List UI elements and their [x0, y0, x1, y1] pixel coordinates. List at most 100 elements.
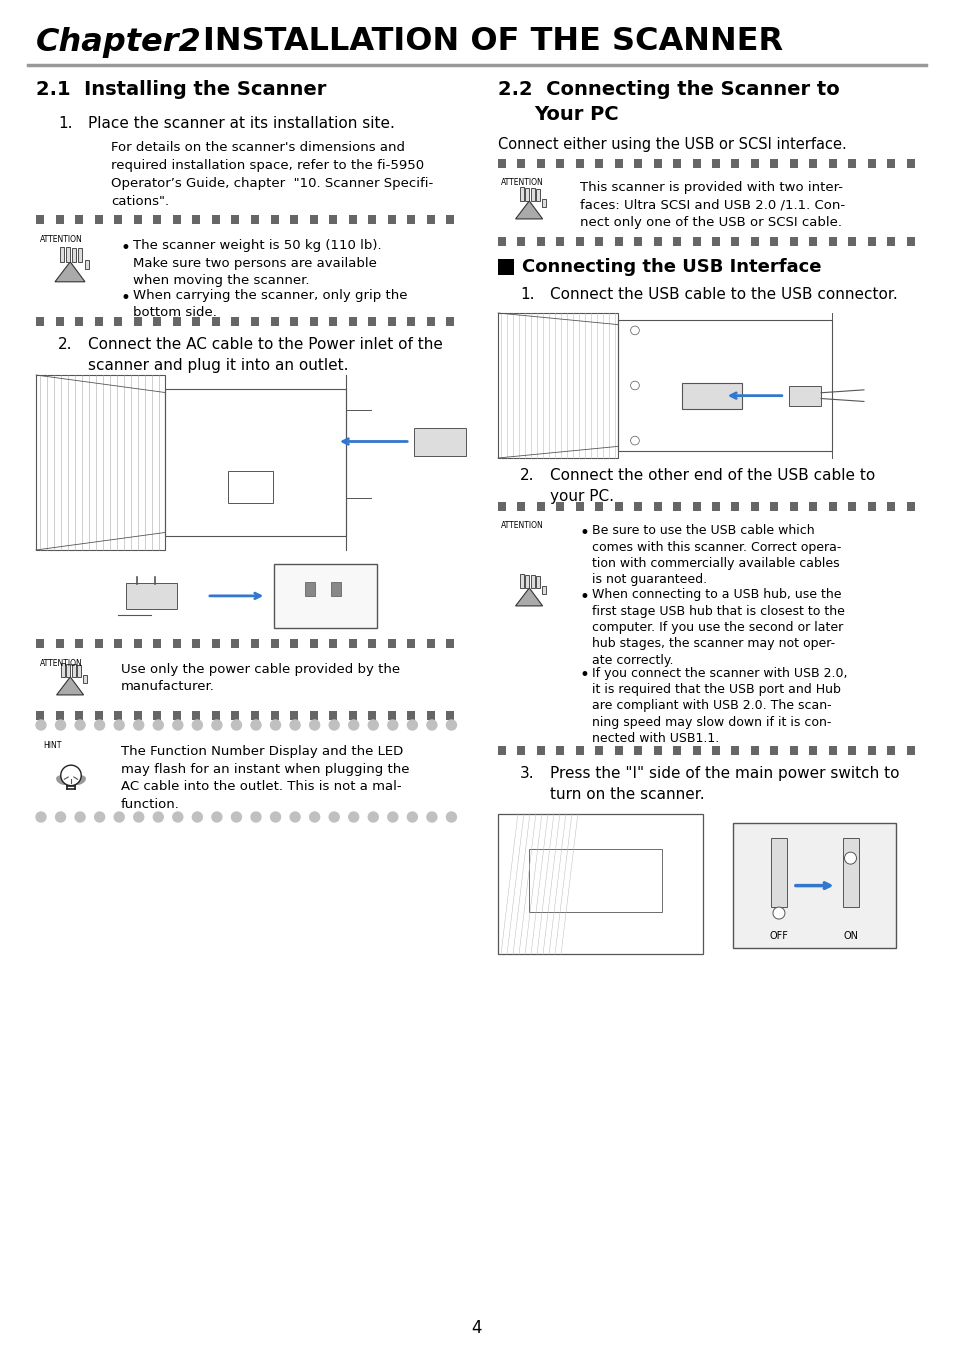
Bar	[847, 501, 855, 510]
Bar	[75, 316, 83, 325]
Bar	[407, 215, 415, 224]
Bar	[789, 501, 797, 510]
Circle shape	[212, 720, 222, 730]
Bar	[407, 710, 415, 720]
Bar	[634, 745, 641, 755]
Bar	[172, 710, 181, 720]
Bar	[673, 501, 680, 510]
Bar	[536, 576, 539, 587]
Circle shape	[94, 720, 105, 730]
Ellipse shape	[56, 775, 70, 786]
Bar	[595, 158, 602, 167]
Circle shape	[193, 811, 202, 822]
Circle shape	[153, 720, 163, 730]
Bar	[519, 574, 523, 587]
Text: Press the "I" side of the main power switch to
turn on the scanner.: Press the "I" side of the main power swi…	[550, 765, 899, 802]
Text: 2.2  Connecting the Scanner to: 2.2 Connecting the Scanner to	[497, 80, 839, 99]
Bar	[407, 316, 415, 325]
Bar	[576, 158, 583, 167]
Bar	[426, 316, 435, 325]
Bar	[271, 316, 278, 325]
Text: When connecting to a USB hub, use the
first stage USB hub that is closest to the: When connecting to a USB hub, use the fi…	[592, 589, 844, 667]
Text: ATTENTION: ATTENTION	[500, 178, 543, 188]
Polygon shape	[515, 201, 542, 219]
Bar	[251, 316, 258, 325]
Circle shape	[446, 720, 456, 730]
Text: Connect the USB cable to the USB connector.: Connect the USB cable to the USB connect…	[550, 288, 897, 302]
Bar	[517, 158, 525, 167]
Circle shape	[290, 811, 300, 822]
Bar	[731, 236, 739, 246]
Bar	[349, 639, 356, 648]
Bar	[251, 215, 258, 224]
Bar	[673, 158, 680, 167]
Bar	[750, 158, 759, 167]
Bar	[711, 501, 720, 510]
Bar	[75, 710, 83, 720]
Bar	[731, 745, 739, 755]
Bar	[212, 215, 220, 224]
Bar	[329, 639, 336, 648]
Circle shape	[251, 811, 261, 822]
Bar	[414, 428, 465, 455]
Circle shape	[407, 720, 416, 730]
Bar	[126, 583, 177, 609]
Bar	[212, 710, 220, 720]
Circle shape	[55, 720, 66, 730]
Bar	[828, 501, 836, 510]
Text: •: •	[579, 667, 589, 684]
Bar	[537, 501, 544, 510]
Bar	[692, 158, 700, 167]
Bar	[329, 316, 336, 325]
Bar	[653, 501, 661, 510]
Circle shape	[388, 720, 397, 730]
Bar	[653, 236, 661, 246]
Bar	[681, 382, 741, 409]
Bar	[525, 575, 529, 587]
Bar	[368, 710, 375, 720]
Bar	[446, 316, 454, 325]
Polygon shape	[515, 587, 542, 606]
Circle shape	[426, 811, 436, 822]
Bar	[133, 639, 142, 648]
Bar	[541, 200, 545, 208]
Text: OFF: OFF	[769, 930, 787, 941]
Bar	[576, 745, 583, 755]
Text: Use only the power cable provided by the
manufacturer.: Use only the power cable provided by the…	[121, 663, 399, 694]
Bar	[388, 710, 395, 720]
Circle shape	[172, 811, 183, 822]
Circle shape	[232, 720, 241, 730]
Bar	[537, 236, 544, 246]
Bar	[426, 710, 435, 720]
Bar	[61, 663, 65, 676]
Bar	[114, 710, 122, 720]
Circle shape	[75, 720, 85, 730]
Circle shape	[329, 720, 339, 730]
Bar	[692, 501, 700, 510]
Bar	[886, 236, 894, 246]
Bar	[770, 838, 786, 907]
Bar	[788, 386, 821, 406]
Bar	[711, 158, 720, 167]
Text: ATTENTION: ATTENTION	[40, 235, 83, 244]
Bar	[828, 745, 836, 755]
Bar	[114, 639, 122, 648]
Text: 2.: 2.	[58, 338, 72, 352]
Bar	[808, 745, 817, 755]
Bar	[172, 639, 181, 648]
Circle shape	[368, 720, 378, 730]
Bar	[83, 675, 87, 683]
Bar	[692, 745, 700, 755]
Bar	[556, 745, 564, 755]
Bar	[228, 471, 274, 502]
Bar	[530, 575, 534, 587]
Text: 2.1  Installing the Scanner: 2.1 Installing the Scanner	[36, 80, 326, 99]
Bar	[770, 158, 778, 167]
Bar	[271, 710, 278, 720]
Text: Connect either using the USB or SCSI interface.: Connect either using the USB or SCSI int…	[497, 136, 846, 153]
Bar	[78, 248, 82, 262]
Bar	[388, 639, 395, 648]
Bar	[290, 639, 297, 648]
Text: When carrying the scanner, only grip the
bottom side.: When carrying the scanner, only grip the…	[132, 289, 407, 320]
Circle shape	[772, 907, 784, 919]
